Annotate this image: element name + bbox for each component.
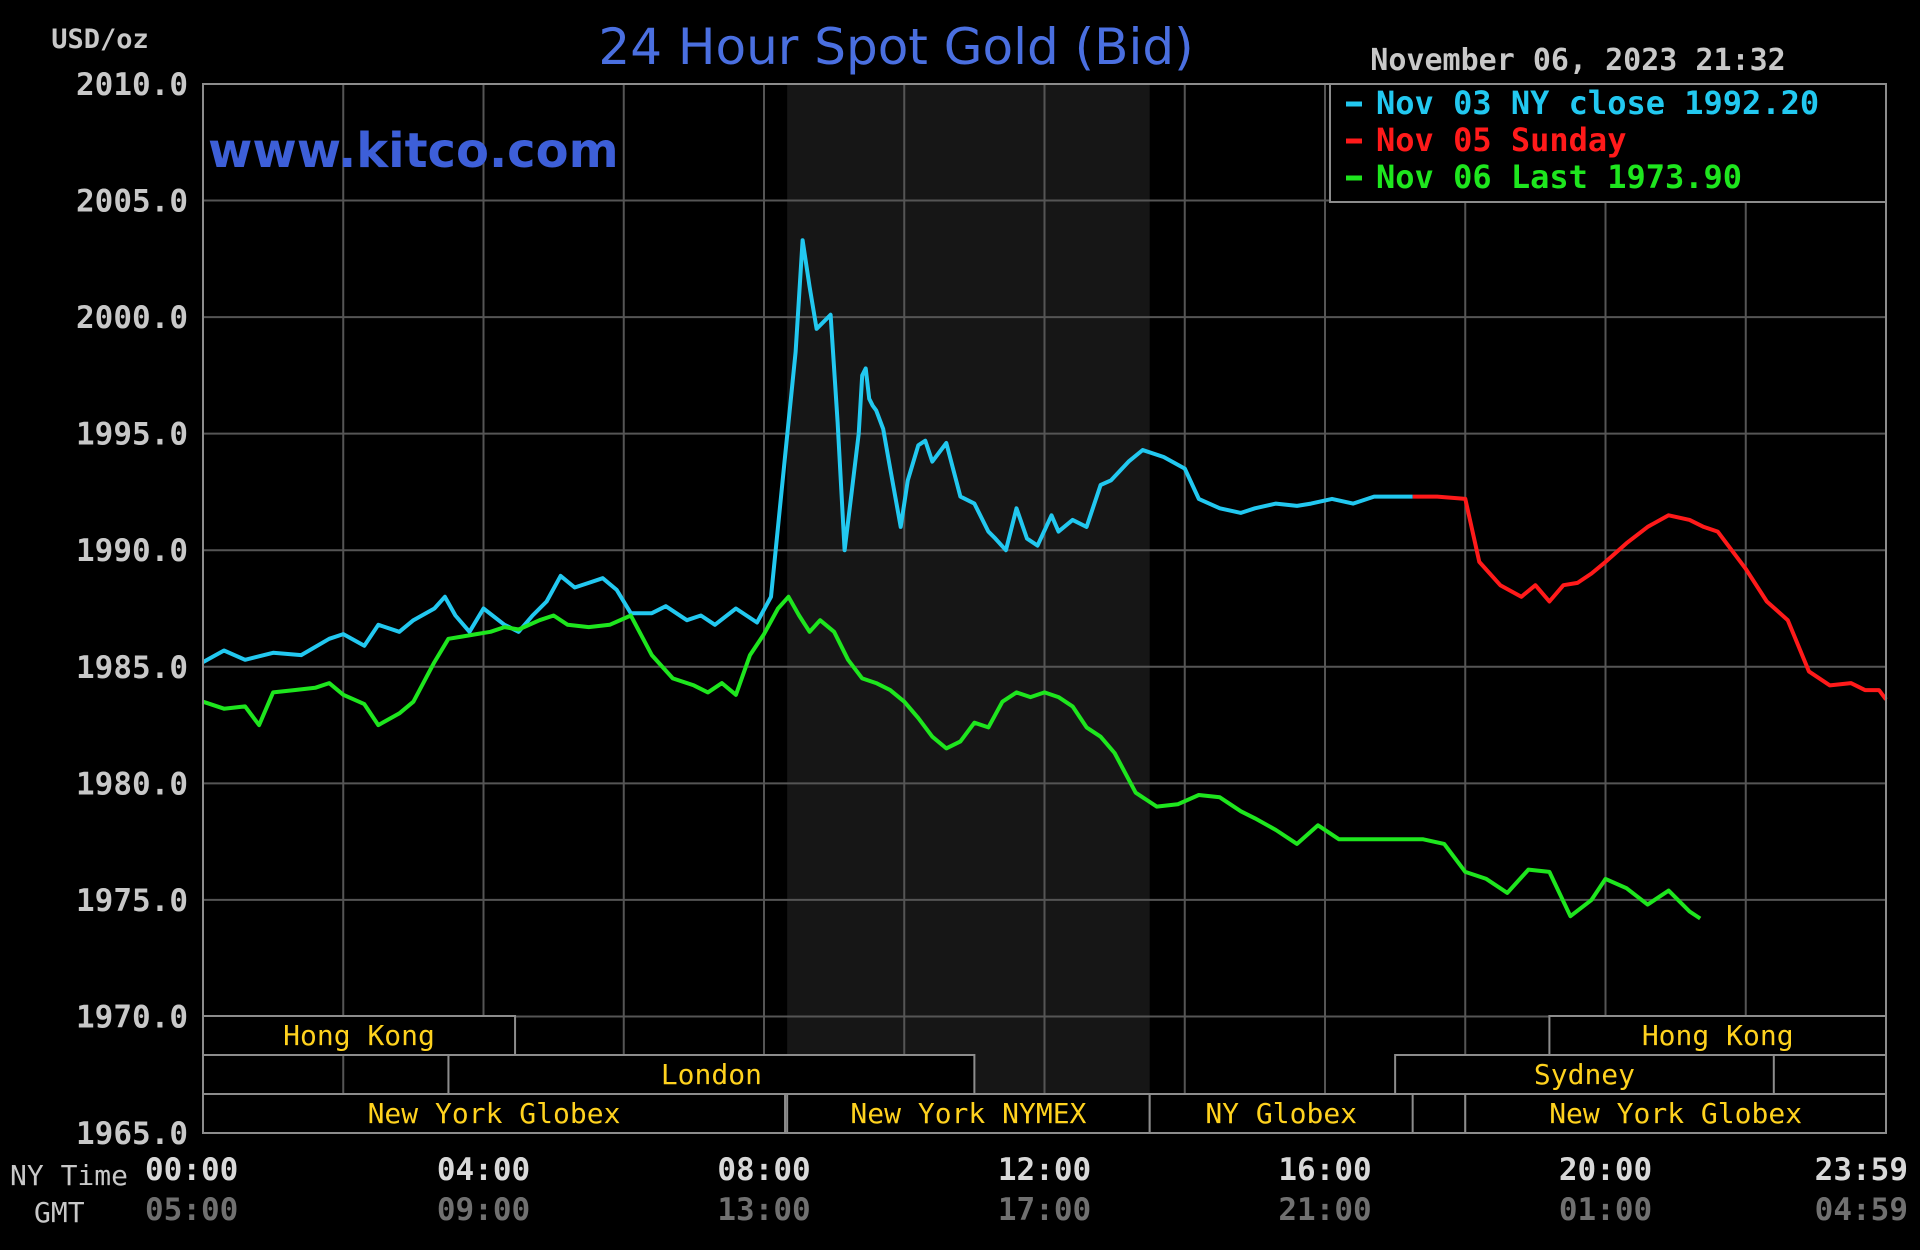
session-label: Sydney: [1534, 1058, 1635, 1091]
x-axis: 00:00 05:00 04:00 09:00 08:00 13:00 12:00 17:00…: [10, 1152, 1908, 1229]
session-box: [786, 1093, 1151, 1134]
trading-sessions: Hong Kong Hong Kong London Sydney New York G…: [202, 1015, 1888, 1134]
unit-label: USD/oz: [51, 24, 149, 55]
session-label: Hong Kong: [283, 1019, 435, 1052]
series-line: [1412, 494, 1888, 701]
session-box: [202, 1093, 787, 1134]
x-tick-label-gmt: 05:00: [145, 1192, 238, 1228]
y-tick-label: 1980.0: [76, 766, 188, 802]
plot-frame: [202, 83, 1887, 1134]
session-label: New York NYMEX: [850, 1097, 1086, 1130]
x-tick-label-ny: 20:00: [1559, 1152, 1652, 1188]
x-tick-label-ny: 23:59: [1815, 1152, 1908, 1188]
chart-title: 24 Hour Spot Gold (Bid): [598, 18, 1193, 76]
session-label: NY Globex: [1205, 1097, 1357, 1130]
x-tick-label-ny: 04:00: [437, 1152, 530, 1188]
x-tick-label-ny: 16:00: [1278, 1152, 1371, 1188]
legend-label: Nov 06 Last 1973.90: [1376, 158, 1742, 196]
session-label: New York Globex: [1549, 1097, 1802, 1130]
x-tick-label-ny: 08:00: [717, 1152, 810, 1188]
y-axis: 2010.0 2005.0 2000.0 1995.0 1990.0 1985.0 1980…: [76, 67, 188, 1152]
x-tick-label-gmt: 17:00: [998, 1192, 1091, 1228]
session-label: New York Globex: [368, 1097, 621, 1130]
x-tick-label-gmt: 01:00: [1559, 1192, 1652, 1228]
legend-box: [1329, 83, 1887, 203]
x-tick-label-gmt: 13:00: [717, 1192, 810, 1228]
x-tick-label-ny: 00:00: [145, 1152, 238, 1188]
session-box: [202, 1015, 517, 1056]
legend-label: Nov 03 NY close 1992.20: [1376, 84, 1819, 122]
x-tick-label-ny: 12:00: [998, 1152, 1091, 1188]
x-tick-label-gmt: 21:00: [1278, 1192, 1371, 1228]
series-line: [202, 238, 1413, 664]
y-tick-label: 2005.0: [76, 184, 188, 220]
x-row-label-ny: NY Time: [10, 1159, 128, 1192]
session-label: London: [661, 1058, 762, 1091]
y-tick-label: 1965.0: [76, 1116, 188, 1152]
y-tick-label: 2010.0: [76, 67, 188, 103]
series-lines: [202, 238, 1888, 921]
y-tick-label: 1975.0: [76, 883, 188, 919]
timestamp: November 06, 2023 21:32: [1370, 43, 1785, 78]
x-tick-label-gmt: 04:59: [1815, 1192, 1908, 1228]
y-tick-label: 2000.0: [76, 300, 188, 336]
y-tick-label: 1985.0: [76, 650, 188, 686]
legend-label: Nov 05 Sunday: [1376, 121, 1626, 159]
y-tick-label: 1990.0: [76, 533, 188, 569]
series-line: [202, 594, 1702, 921]
watermark: www.kitco.com: [208, 123, 619, 179]
nymex-shaded-region: [787, 84, 1150, 1133]
x-row-label-gmt: GMT: [34, 1196, 85, 1229]
y-tick-label: 1995.0: [76, 417, 188, 453]
x-tick-label-gmt: 09:00: [437, 1192, 530, 1228]
session-label: Hong Kong: [1642, 1019, 1794, 1052]
session-box: [1394, 1054, 1775, 1095]
y-tick-label: 1970.0: [76, 999, 188, 1035]
